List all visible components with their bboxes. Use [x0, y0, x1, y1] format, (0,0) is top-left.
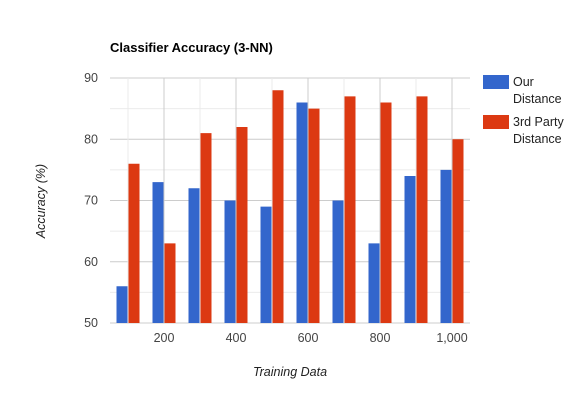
bar-3rd-party-distance-1000 [452, 139, 464, 323]
bar-our-distance-700 [332, 200, 344, 323]
bar-3rd-party-distance-600 [308, 108, 320, 323]
bar-3rd-party-distance-400 [236, 127, 248, 323]
bar-3rd-party-distance-200 [164, 243, 176, 323]
bar-our-distance-100 [116, 286, 128, 323]
x-tick-label: 1,000 [436, 331, 467, 345]
bar-3rd-party-distance-800 [380, 102, 392, 323]
bar-our-distance-600 [296, 102, 308, 323]
legend-swatch-our-distance [483, 75, 509, 89]
chart-title: Classifier Accuracy (3-NN) [110, 40, 273, 55]
bar-3rd-party-distance-700 [344, 96, 356, 323]
bar-3rd-party-distance-100 [128, 163, 140, 323]
x-axis-title: Training Data [253, 365, 327, 379]
y-axis-title: Accuracy (%) [34, 164, 48, 239]
x-tick-label: 600 [298, 331, 319, 345]
y-tick-label: 90 [84, 71, 98, 85]
bar-our-distance-200 [152, 182, 164, 323]
legend-swatch-3rd-party-distance [483, 115, 509, 129]
y-tick-label: 60 [84, 255, 98, 269]
legend: Our Distance 3rd Party Distance [483, 75, 564, 146]
bar-3rd-party-distance-300 [200, 133, 212, 323]
bar-our-distance-500 [260, 206, 272, 323]
bar-our-distance-900 [404, 176, 416, 323]
bar-our-distance-800 [368, 243, 380, 323]
legend-label-our-distance: Our Distance [513, 75, 562, 106]
x-tick-label: 400 [226, 331, 247, 345]
legend-label-3rd-party-distance: 3rd Party Distance [513, 115, 564, 146]
bar-our-distance-300 [188, 188, 200, 323]
gridlines [110, 77, 470, 324]
bars [116, 90, 464, 323]
y-tick-label: 70 [84, 194, 98, 208]
bar-3rd-party-distance-500 [272, 90, 284, 323]
y-axis-ticks: 50 60 70 80 90 [84, 71, 98, 330]
bar-our-distance-1000 [440, 169, 452, 323]
bar-3rd-party-distance-900 [416, 96, 428, 323]
x-axis-ticks: 200 400 600 800 1,000 [154, 331, 468, 345]
y-tick-label: 80 [84, 132, 98, 146]
bar-our-distance-400 [224, 200, 236, 323]
x-tick-label: 800 [370, 331, 391, 345]
x-tick-label: 200 [154, 331, 175, 345]
y-tick-label: 50 [84, 316, 98, 330]
